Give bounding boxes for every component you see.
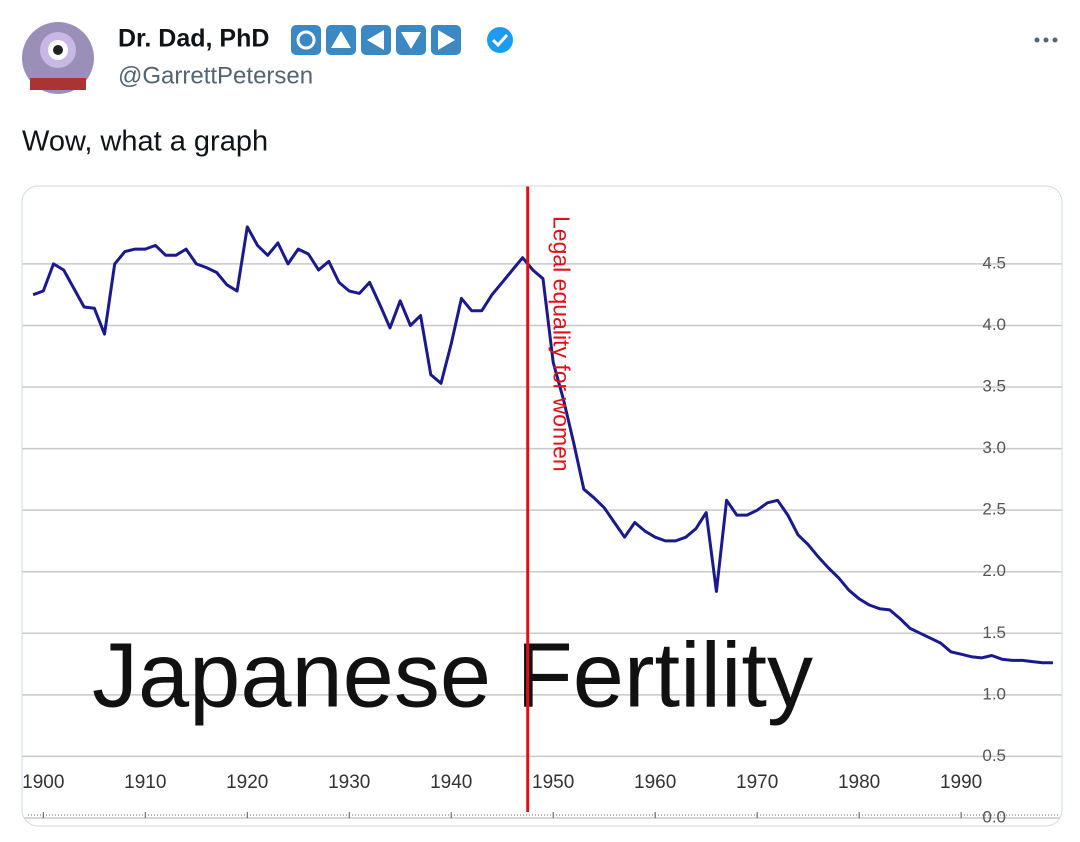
- data-line: [32, 225, 1053, 665]
- y-tick-label: 1.0: [982, 684, 1006, 703]
- x-tick-label: 1930: [328, 772, 370, 793]
- author-name[interactable]: Dr. Dad, PhD: [118, 25, 269, 53]
- x-tick-label: 1970: [736, 772, 778, 793]
- tweet-text: Wow, what a graph: [22, 126, 268, 158]
- x-tick-label: 1910: [124, 772, 166, 793]
- x-tick-label: 1900: [22, 772, 64, 793]
- y-tick-label: 3.0: [982, 438, 1006, 457]
- author-handle[interactable]: @GarrettPetersen: [118, 62, 313, 89]
- x-tick-label: 1990: [940, 772, 982, 793]
- y-tick-label: 2.5: [982, 500, 1006, 519]
- y-tick-label: 0.0: [982, 807, 1006, 826]
- x-tick-label: 1980: [838, 772, 880, 793]
- chart-title: Japanese Fertility: [92, 624, 813, 726]
- card-border: [21, 185, 1063, 827]
- x-tick-label: 1920: [226, 772, 268, 793]
- avatar[interactable]: [22, 22, 94, 94]
- chart-background: [22, 186, 1062, 826]
- name-icons: [291, 25, 513, 55]
- y-tick-label: 3.5: [982, 377, 1006, 396]
- y-tick-label: 2.0: [982, 561, 1006, 580]
- x-tick-label: 1960: [634, 772, 676, 793]
- x-tick-label: 1950: [532, 772, 574, 793]
- y-tick-label: 1.5: [982, 623, 1006, 642]
- x-tick-label: 1940: [430, 772, 472, 793]
- annotation-text: Legal equality for women: [549, 216, 575, 472]
- y-tick-label: 4.0: [982, 315, 1006, 334]
- more-menu[interactable]: [1034, 37, 1058, 43]
- chart-image[interactable]: 0.0 0.5 1.0 1.5 2.0 2.5 3.0 3.5 4.0 4.5 1900 1910 19…: [22, 186, 1062, 826]
- y-tick-label: 0.5: [982, 746, 1006, 765]
- y-tick-label: 4.5: [982, 253, 1006, 272]
